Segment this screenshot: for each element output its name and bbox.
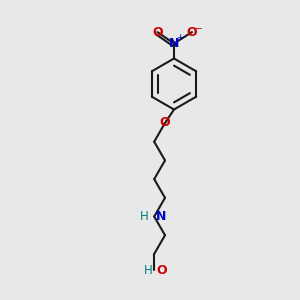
Text: H: H bbox=[140, 210, 149, 223]
Text: O: O bbox=[157, 264, 167, 277]
Text: +: + bbox=[176, 33, 183, 42]
Text: −: − bbox=[194, 24, 203, 34]
Text: N: N bbox=[156, 210, 166, 223]
Text: O: O bbox=[152, 26, 163, 39]
Text: N: N bbox=[169, 37, 179, 50]
Text: H: H bbox=[144, 264, 153, 277]
Text: O: O bbox=[160, 116, 170, 130]
Text: O: O bbox=[187, 26, 197, 39]
